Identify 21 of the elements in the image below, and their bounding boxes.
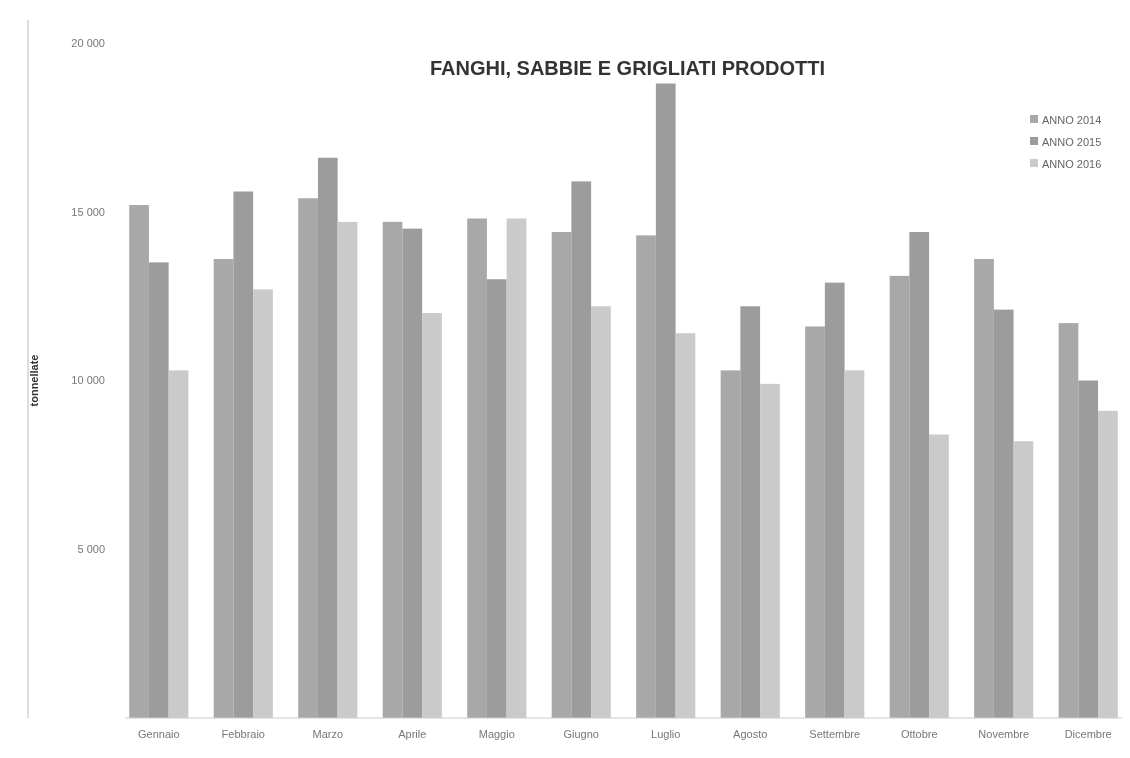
y-tick-label: 5 000 (77, 543, 105, 556)
x-tick-label: Luglio (651, 728, 681, 740)
y-tick-label: 10 000 (71, 374, 105, 387)
legend-label: ANNO 2014 (1042, 113, 1102, 126)
y-axis-title: tonnellate (28, 354, 40, 407)
x-tick-label: Giugno (563, 728, 599, 740)
x-tick-label: Settembre (809, 728, 861, 740)
text: FANGHI, SABBIE E GRIGLIATI PRODOTTI (429, 57, 826, 79)
legend-label: ANNO 2016 (1042, 157, 1102, 170)
x-tick-label: Aprile (398, 728, 427, 740)
x-tick-label: Agosto (733, 728, 768, 740)
y-tick-label: 20 000 (71, 36, 105, 49)
y-tick-label: 15 000 (71, 205, 105, 218)
x-tick-label: Febbraio (221, 728, 265, 740)
x-tick-label: Dicembre (1064, 728, 1112, 740)
legend-label: ANNO 2015 (1042, 135, 1102, 148)
x-tick-label: Gennaio (138, 728, 180, 740)
x-tick-label: Maggio (478, 728, 515, 740)
x-tick-label: Marzo (312, 728, 344, 740)
x-tick-label: Novembre (978, 728, 1030, 740)
x-tick-label: Ottobre (900, 728, 938, 740)
